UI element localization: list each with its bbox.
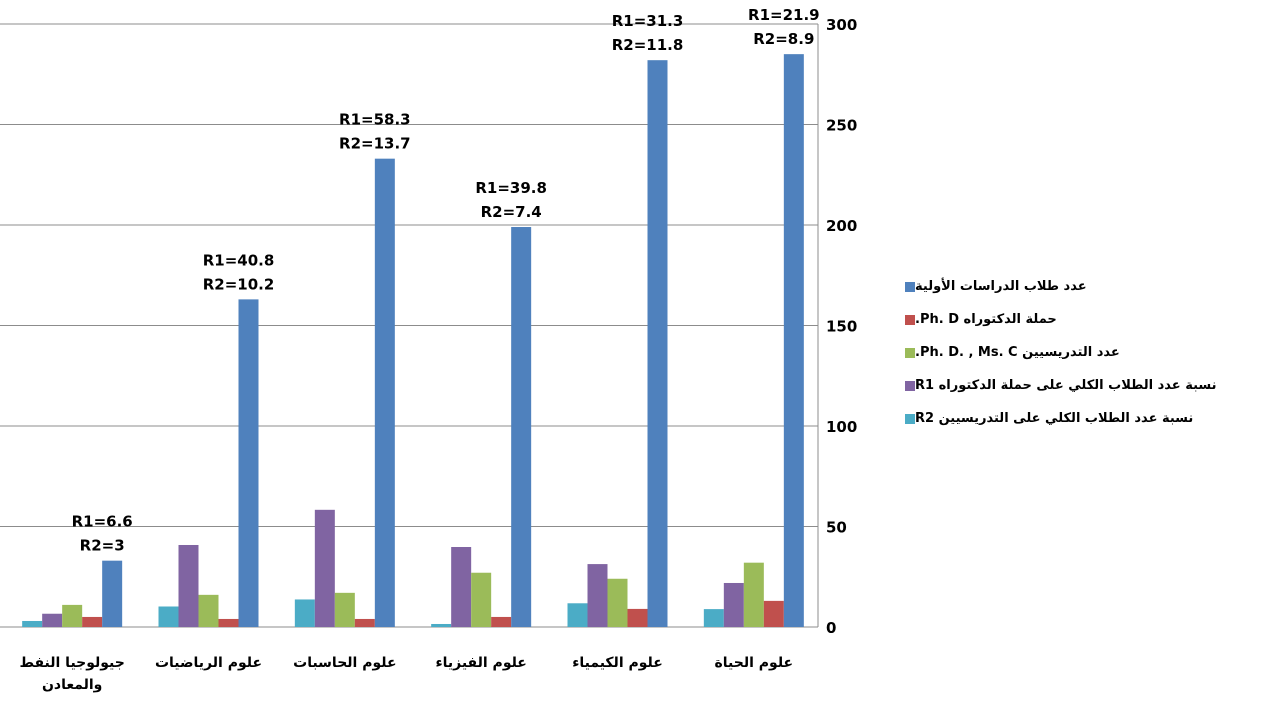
y-tick-label: 250 — [826, 117, 857, 135]
legend-item: عدد طلاب الدراسات الأولية — [900, 270, 1260, 303]
y-tick-label: 0 — [826, 619, 836, 637]
bar — [451, 547, 472, 627]
bar — [587, 564, 608, 627]
annotation-r1: R1=21.9 — [748, 6, 820, 24]
legend-swatch — [905, 380, 915, 391]
annotation-r1: R1=58.3 — [339, 111, 411, 129]
bar — [218, 618, 239, 627]
bar — [471, 572, 492, 627]
bar — [607, 578, 628, 627]
annotation-r1: R1=31.3 — [612, 12, 684, 30]
bar — [314, 509, 335, 627]
legend-item: عدد التدريسيين Ph. D. , Ms. C. — [900, 336, 1260, 369]
bar — [178, 544, 199, 627]
legend-item: حملة الدكتوراه Ph. D. — [900, 303, 1260, 336]
y-tick-label: 50 — [826, 519, 847, 537]
legend-label: نسبة عدد الطلاب الكلي على حملة الدكتوراه… — [915, 378, 1217, 393]
legend-swatch — [905, 413, 915, 424]
bar — [431, 623, 452, 627]
annotation-r2: R2=10.2 — [203, 275, 275, 293]
legend-swatch — [905, 281, 915, 292]
annotation-r1: R1=40.8 — [203, 251, 275, 269]
bar — [647, 60, 668, 628]
bar — [238, 299, 259, 627]
x-tick-label: علوم الرياضيات — [155, 655, 262, 671]
bar — [783, 54, 804, 627]
y-tick-label: 150 — [826, 318, 857, 336]
bar — [567, 603, 588, 627]
bar — [511, 227, 532, 627]
bar — [627, 608, 648, 627]
annotation-r1: R1=39.8 — [475, 179, 547, 197]
bar — [158, 606, 179, 627]
y-tick-label: 300 — [826, 16, 857, 34]
annotation-r1: R1=6.6 — [72, 513, 133, 531]
bar — [294, 599, 315, 627]
bar — [763, 600, 784, 627]
x-tick-label: علوم الحاسبات — [293, 655, 396, 671]
annotation-r2: R2=13.7 — [339, 135, 411, 153]
bar — [42, 613, 63, 627]
y-tick-label: 100 — [826, 418, 857, 436]
bar — [82, 616, 103, 627]
bar — [703, 609, 724, 627]
y-tick-label: 200 — [826, 217, 857, 235]
annotation-r2: R2=11.8 — [612, 36, 684, 54]
x-tick-label: علوم الحياة — [715, 655, 794, 671]
legend-label: عدد طلاب الدراسات الأولية — [915, 279, 1087, 294]
bar — [354, 618, 375, 627]
x-axis-categories: جيولوجيا النفط والمعادن علوم الرياضيات علوم… — [19, 655, 793, 693]
annotation-r2: R2=8.9 — [753, 30, 814, 48]
x-tick-label: جيولوجيا النفط والمعادن — [19, 655, 124, 693]
x-tick-label: علوم الكيمياء — [572, 655, 663, 671]
bars — [22, 54, 804, 628]
bar — [102, 560, 123, 627]
bar — [723, 582, 744, 627]
bar — [743, 562, 764, 627]
bar — [374, 158, 395, 628]
annotation-r2: R2=7.4 — [481, 203, 542, 221]
legend-swatch — [905, 314, 915, 325]
legend-item: نسبة عدد الطلاب الكلي على حملة الدكتوراه… — [900, 369, 1260, 402]
legend-label: عدد التدريسيين Ph. D. , Ms. C. — [915, 345, 1120, 360]
legend-label: حملة الدكتوراه Ph. D. — [915, 312, 1057, 327]
y-axis-ticks: 0 50 100 150 200 250 300 — [826, 16, 857, 637]
gridlines — [0, 23, 819, 628]
bar — [62, 604, 83, 627]
legend-item: نسبة عدد الطلاب الكلي على التدريسيين R2 — [900, 402, 1260, 435]
legend-swatch — [905, 347, 915, 358]
bar — [22, 620, 43, 627]
annotation-r2: R2=3 — [80, 537, 125, 555]
bar — [491, 616, 512, 627]
bar-annotations: R1=6.6 R2=3 R1=40.8 R2=10.2 R1=58.3 R2=13.7 R1… — [72, 6, 820, 555]
bar — [334, 592, 355, 627]
legend: عدد طلاب الدراسات الأولية حملة الدكتوراه … — [900, 270, 1260, 435]
legend-label: نسبة عدد الطلاب الكلي على التدريسيين R2 — [915, 411, 1194, 426]
x-tick-label: علوم الفيزياء — [435, 655, 526, 671]
bar — [198, 594, 219, 627]
